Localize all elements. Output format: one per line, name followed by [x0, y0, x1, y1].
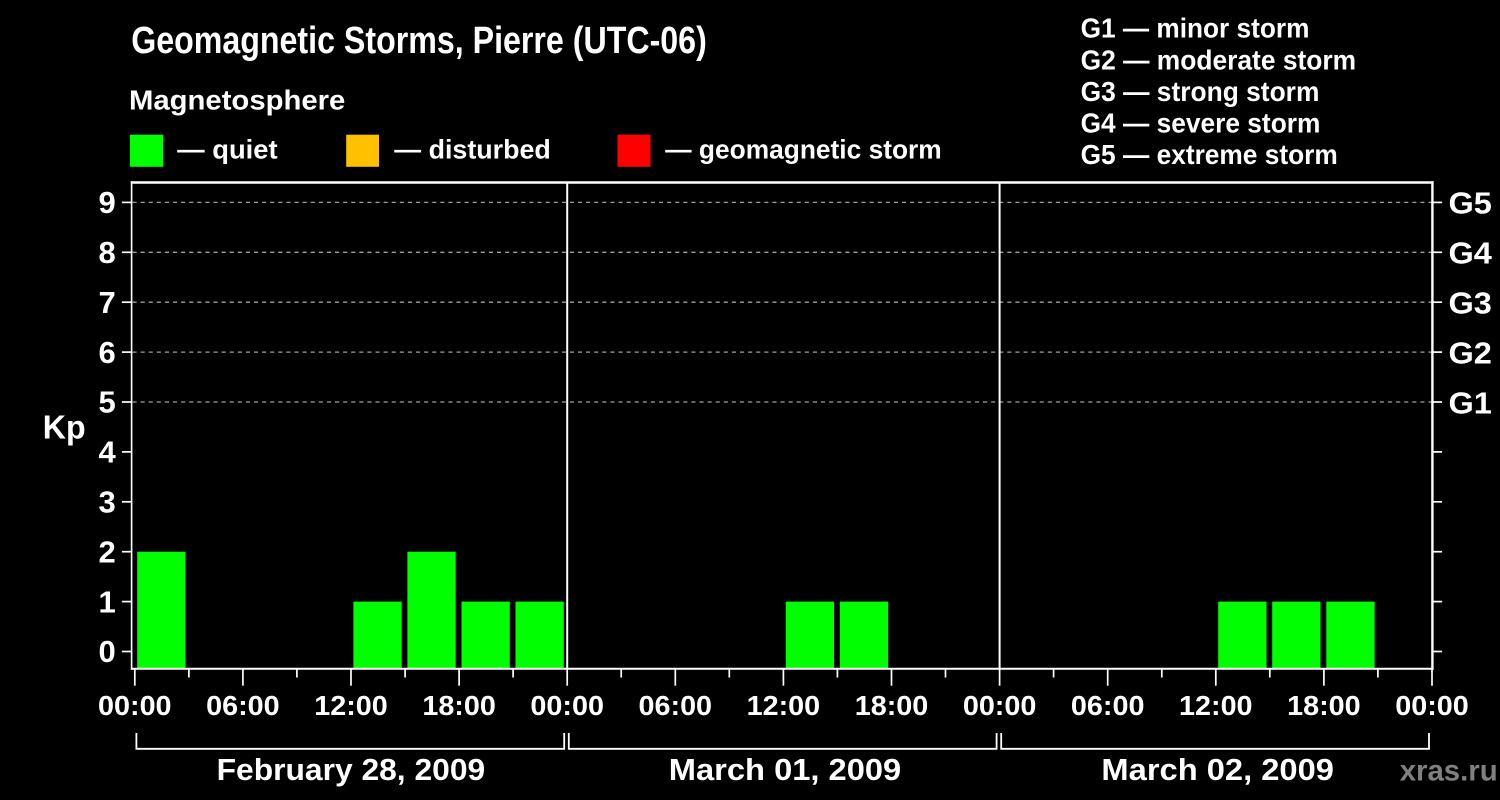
svg-text:Kp: Kp — [43, 409, 86, 446]
svg-text:— geomagnetic storm: — geomagnetic storm — [665, 135, 941, 165]
svg-text:Geomagnetic Storms, Pierre (UT: Geomagnetic Storms, Pierre (UTC-06) — [131, 19, 707, 62]
svg-text:G5: G5 — [1449, 186, 1492, 221]
svg-text:00:00: 00:00 — [98, 690, 172, 721]
svg-text:G5 — extreme storm: G5 — extreme storm — [1081, 139, 1338, 170]
svg-text:6: 6 — [99, 335, 116, 370]
svg-text:xras.ru: xras.ru — [1400, 755, 1498, 788]
svg-text:9: 9 — [99, 185, 116, 220]
svg-text:00:00: 00:00 — [1395, 690, 1469, 721]
svg-text:5: 5 — [99, 385, 116, 420]
svg-text:12:00: 12:00 — [1179, 690, 1253, 721]
svg-text:G3: G3 — [1449, 286, 1492, 321]
svg-text:12:00: 12:00 — [747, 690, 821, 721]
svg-text:18:00: 18:00 — [855, 690, 929, 721]
svg-text:— disturbed: — disturbed — [394, 135, 551, 165]
svg-text:8: 8 — [99, 235, 116, 270]
svg-text:— quiet: — quiet — [177, 135, 277, 165]
svg-text:1: 1 — [99, 584, 116, 619]
svg-text:Magnetosphere: Magnetosphere — [129, 84, 345, 115]
svg-text:G3 — strong storm: G3 — strong storm — [1081, 76, 1320, 107]
svg-text:7: 7 — [99, 285, 116, 320]
svg-text:March 02, 2009: March 02, 2009 — [1101, 753, 1334, 787]
svg-text:G4 — severe storm: G4 — severe storm — [1081, 108, 1321, 139]
svg-text:00:00: 00:00 — [530, 690, 604, 721]
svg-text:06:00: 06:00 — [206, 690, 280, 721]
svg-text:12:00: 12:00 — [314, 690, 388, 721]
svg-text:G2: G2 — [1449, 335, 1492, 370]
svg-text:06:00: 06:00 — [1071, 690, 1145, 721]
svg-text:4: 4 — [99, 435, 117, 470]
svg-text:G2 — moderate storm: G2 — moderate storm — [1081, 44, 1357, 75]
svg-text:18:00: 18:00 — [422, 690, 496, 721]
svg-text:March 01, 2009: March 01, 2009 — [669, 753, 901, 787]
svg-text:G1 — minor storm: G1 — minor storm — [1081, 13, 1310, 44]
svg-text:00:00: 00:00 — [963, 690, 1037, 721]
svg-text:February 28, 2009: February 28, 2009 — [217, 753, 486, 787]
svg-text:G4: G4 — [1449, 236, 1493, 271]
svg-text:18:00: 18:00 — [1287, 690, 1361, 721]
svg-text:06:00: 06:00 — [639, 690, 713, 721]
svg-text:0: 0 — [99, 634, 116, 669]
svg-text:G1: G1 — [1449, 385, 1492, 420]
svg-text:3: 3 — [99, 485, 116, 520]
svg-text:2: 2 — [99, 534, 116, 569]
